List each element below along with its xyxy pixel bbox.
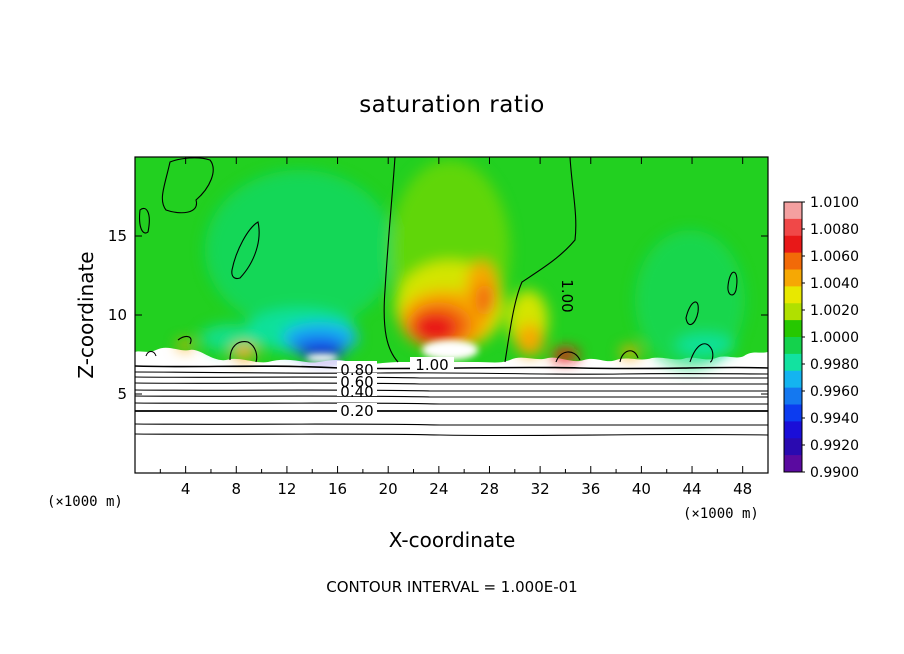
colorbar-tick-label: 1.0040 [810, 276, 859, 292]
contour-label-1.00-low: 1.00 [415, 356, 448, 374]
colorbar-swatch [784, 252, 802, 270]
colorbar-swatch [784, 438, 802, 456]
x-tick-label: 12 [277, 480, 296, 498]
y-tick-label: 10 [108, 306, 127, 324]
colorbar-swatch [784, 337, 802, 355]
colorbar-tick-label: 1.0080 [810, 222, 859, 238]
contour-label-1.00-vertical: 1.00 [558, 279, 576, 312]
colorbar-ticks: 1.0100 1.0080 1.0060 1.0040 1.0020 1.0000 0.99… [802, 195, 859, 481]
colorbar-tick-label: 1.0020 [810, 303, 859, 319]
colorbar-tick-label: 1.0000 [810, 330, 859, 346]
y-unit-label: (×1000 m) [47, 494, 123, 510]
colorbar-swatch [784, 455, 802, 473]
colorbar-swatch [784, 202, 802, 220]
x-tick-label: 44 [682, 480, 701, 498]
x-tick-label: 24 [429, 480, 448, 498]
x-tick-label: 16 [328, 480, 347, 498]
contour-label-0.60: 0.60 [340, 373, 373, 391]
colorbar-swatch [784, 370, 802, 389]
x-tick-label: 32 [531, 480, 550, 498]
shading-cores [306, 340, 478, 362]
x-tick-label: 48 [733, 480, 752, 498]
y-axis-label: Z-coordinate [74, 251, 98, 378]
x-axis-label: X-coordinate [389, 528, 516, 552]
y-tick-label: 15 [108, 227, 127, 245]
contour-interval-note: CONTOUR INTERVAL = 1.000E-01 [326, 578, 577, 596]
colorbar-swatch [784, 353, 802, 372]
colorbar-tick-label: 1.0060 [810, 249, 859, 265]
colorbar-swatch [784, 421, 802, 439]
x-tick-label: 8 [232, 480, 242, 498]
colorbar-tick-label: 0.9920 [810, 438, 859, 454]
contour-labels: 0.80 0.60 0.40 0.20 1.00 1.00 [337, 279, 576, 420]
x-tick-label: 36 [581, 480, 600, 498]
isolines [135, 157, 768, 437]
x-tick-label: 20 [379, 480, 398, 498]
colorbar-tick-label: 0.9900 [810, 465, 859, 481]
contour-label-0.80: 0.80 [340, 361, 373, 379]
x-tick-label: 28 [480, 480, 499, 498]
contour-label-0.40: 0.40 [340, 383, 373, 401]
y-axis-ticks: 5 10 15 [108, 227, 768, 403]
colorbar-swatch [784, 286, 802, 304]
colorbar-tick-label: 1.0100 [810, 195, 859, 211]
x-tick-label: 40 [632, 480, 651, 498]
colorbar-swatch [784, 320, 802, 338]
colorbar-swatch [784, 218, 802, 237]
chart-title: saturation ratio [359, 92, 545, 118]
colorbar-swatch [784, 387, 802, 405]
colorbar-tick-label: 0.9960 [810, 384, 859, 400]
contour-label-0.20: 0.20 [340, 402, 373, 420]
colorbar-tick-label: 0.9940 [810, 411, 859, 427]
colorbar-swatch [784, 303, 802, 321]
x-tick-label: 4 [181, 480, 191, 498]
colorbar [783, 201, 803, 473]
colorbar-tick-label: 0.9980 [810, 357, 859, 373]
plot-area: 0.80 0.60 0.40 0.20 1.00 1.00 [135, 157, 768, 473]
colorbar-swatch [784, 269, 802, 287]
colorbar-swatch [784, 235, 802, 254]
x-axis-ticks: 4 8 12 16 20 24 28 32 36 40 44 48 [159, 157, 752, 498]
y-tick-label: 5 [117, 385, 127, 403]
colorbar-swatch [784, 404, 802, 422]
x-unit-label: (×1000 m) [683, 506, 759, 522]
